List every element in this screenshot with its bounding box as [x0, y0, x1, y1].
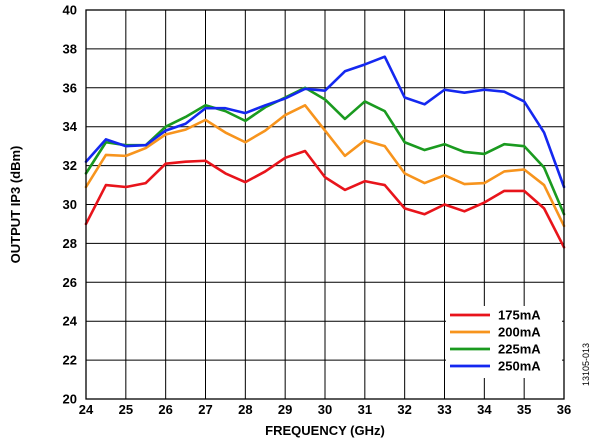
x-tick-label: 28 — [238, 402, 252, 417]
y-tick-label: 24 — [63, 314, 78, 329]
series-lines — [84, 55, 566, 249]
y-tick-label: 40 — [63, 3, 77, 18]
legend-label: 250mA — [498, 359, 541, 374]
y-tick-label: 20 — [63, 392, 77, 407]
x-tick-label: 27 — [198, 402, 212, 417]
x-tick-label: 35 — [517, 402, 531, 417]
y-tick-label: 30 — [63, 197, 77, 212]
series-line — [84, 104, 566, 228]
x-tick-label: 24 — [79, 402, 94, 417]
y-tick-label: 34 — [63, 119, 78, 134]
y-axis-title: OUTPUT IP3 (dBm) — [8, 146, 23, 264]
y-tick-labels: 20 22 24 26 28 30 32 34 36 38 40 — [63, 3, 78, 407]
x-tick-label: 31 — [358, 402, 372, 417]
x-tick-label: 33 — [437, 402, 451, 417]
x-tick-label: 36 — [557, 402, 571, 417]
x-tick-label: 32 — [397, 402, 411, 417]
x-tick-label: 25 — [119, 402, 133, 417]
x-tick-label: 30 — [318, 402, 332, 417]
series-line — [84, 55, 566, 189]
y-tick-label: 36 — [63, 80, 77, 95]
y-tick-label: 22 — [63, 353, 77, 368]
x-axis-title: FREQUENCY (GHz) — [265, 423, 385, 438]
series-line — [84, 86, 566, 216]
legend-label: 175mA — [498, 308, 541, 323]
y-tick-label: 26 — [63, 275, 77, 290]
legend: 175mA 200mA 225mA 250mA — [446, 306, 562, 378]
legend-label: 200mA — [498, 325, 541, 340]
legend-label: 225mA — [498, 342, 541, 357]
y-tick-label: 38 — [63, 41, 77, 56]
plot-frame — [85, 9, 565, 400]
figure-id: 13105-013 — [581, 343, 591, 386]
x-tick-label: 29 — [278, 402, 292, 417]
y-tick-label: 28 — [63, 236, 77, 251]
x-tick-labels: 24 25 26 27 28 29 30 31 32 33 34 35 36 — [79, 402, 571, 417]
series-line — [84, 149, 566, 249]
x-tick-label: 34 — [477, 402, 492, 417]
y-tick-label: 32 — [63, 158, 77, 173]
x-tick-label: 26 — [158, 402, 172, 417]
